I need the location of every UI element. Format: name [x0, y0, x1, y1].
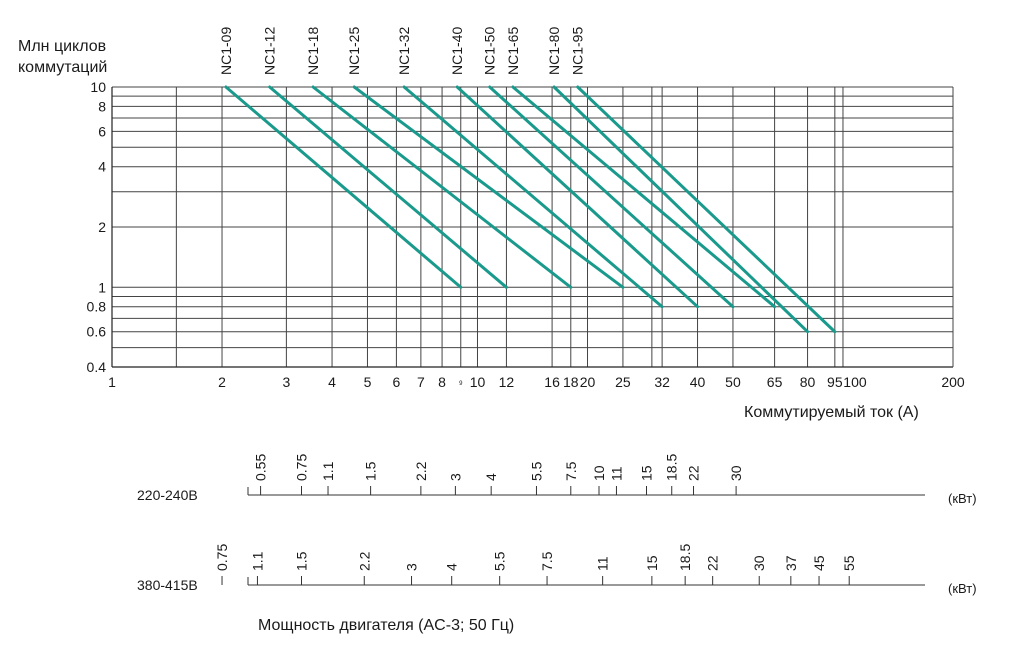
y-tick-label: 1	[98, 279, 106, 295]
y-tick-label: 4	[98, 159, 106, 175]
y-tick-label: 2	[98, 219, 106, 235]
motor-mark-label: 18.5	[664, 454, 680, 481]
y-tick-label: 10	[90, 79, 106, 95]
motor-mark-label: 15	[644, 555, 660, 571]
motor-mark-label: 7.5	[563, 461, 579, 481]
x-tick-label: 12	[499, 374, 515, 390]
x-tick-label: 65	[767, 374, 783, 390]
motor-unit-label: (кВт)	[948, 581, 977, 596]
x-tick-label: 2	[218, 374, 226, 390]
y-axis-label-line2: коммутаций	[18, 59, 107, 76]
motor-scale-caption: Мощность двигателя (AC-3; 50 Гц)	[258, 617, 514, 634]
motor-mark-label: 11	[608, 466, 624, 481]
x-tick-label: 80	[800, 374, 816, 390]
series-name-label: NC1-65	[505, 27, 521, 75]
x-tick-label: 40	[690, 374, 706, 390]
x-tick-label: 9	[459, 381, 463, 387]
x-tick-label: 8	[438, 374, 446, 390]
x-tick-label: 4	[328, 374, 336, 390]
motor-power-scales: 220-240В (кВт) 0.55 0.75 1.1 1.5 2.2 3 4 5.5 7.5 10…	[137, 454, 977, 596]
x-tick-label: 50	[725, 374, 741, 390]
motor-mark-label: 30	[751, 555, 767, 571]
series-line	[552, 85, 810, 334]
motor-mark-label: 55	[841, 555, 857, 571]
motor-mark-label: 10	[591, 465, 607, 481]
motor-mark-label: 5.5	[492, 551, 508, 571]
series-line	[402, 85, 664, 309]
motor-mark-label: 2.2	[356, 551, 372, 571]
motor-mark-label: 0.75	[214, 544, 230, 571]
series-name-label: NC1-18	[305, 27, 321, 75]
series-name-label: NC1-09	[218, 27, 234, 75]
motor-voltage-label: 220-240В	[137, 487, 198, 503]
y-tick-label: 0.4	[87, 359, 107, 375]
x-tick-label: 1	[108, 374, 116, 390]
x-tick-label: 7	[417, 374, 425, 390]
series-line	[511, 85, 777, 309]
motor-mark-label: 1.5	[363, 461, 379, 481]
series-line	[268, 85, 508, 289]
x-tick-label: 16	[544, 374, 560, 390]
motor-mark-label: 22	[686, 465, 702, 481]
series-line	[455, 85, 700, 309]
series-name-label: NC1-12	[262, 27, 278, 75]
motor-mark-label: 37	[783, 555, 799, 571]
series-name-label: NC1-80	[546, 27, 562, 75]
motor-mark-label: 3	[447, 473, 463, 481]
motor-mark-label: 7.5	[539, 551, 555, 571]
series-line	[576, 85, 837, 334]
motor-mark-label: 1.1	[320, 461, 336, 481]
motor-mark-label: 0.75	[294, 454, 310, 481]
motor-mark-label: 11	[595, 556, 611, 571]
y-tick-label: 6	[98, 123, 106, 139]
x-tick-label: 95	[827, 374, 843, 390]
series-name-label: NC1-50	[482, 27, 498, 75]
motor-mark-label: 30	[728, 465, 744, 481]
grid	[112, 86, 953, 368]
series-line	[224, 85, 463, 289]
y-tick-label: 0.8	[87, 299, 107, 315]
x-tick-label: 32	[654, 374, 670, 390]
motor-mark-label: 15	[638, 465, 654, 481]
x-tick-label: 25	[615, 374, 631, 390]
motor-mark-label: 5.5	[528, 461, 544, 481]
x-tick-label: 20	[580, 374, 596, 390]
motor-unit-label: (кВт)	[948, 491, 977, 506]
x-tick-label: 5	[364, 374, 372, 390]
x-tick-label: 200	[941, 374, 965, 390]
motor-mark-label: 1.5	[294, 551, 310, 571]
x-tick-label: 6	[393, 374, 401, 390]
series-labels: NC1-09 NC1-12 NC1-18 NC1-25 NC1-32 NC1-40 NC1-…	[218, 27, 586, 75]
motor-mark-label: 45	[811, 555, 827, 571]
motor-mark-label: 2.2	[413, 461, 429, 481]
series-name-label: NC1-40	[449, 27, 465, 75]
y-tick-label: 8	[98, 98, 106, 114]
motor-mark-label: 18.5	[677, 544, 693, 571]
series-name-label: NC1-95	[570, 27, 586, 75]
motor-mark-label: 1.1	[249, 551, 265, 571]
series-line	[311, 85, 573, 289]
x-tick-label: 3	[282, 374, 290, 390]
x-axis-label: Коммутируемый ток (А)	[744, 404, 919, 421]
motor-mark-label: 3	[404, 563, 420, 571]
series-lines	[224, 85, 837, 334]
x-tick-label: 10	[470, 374, 486, 390]
series-line	[488, 85, 735, 309]
series-name-label: NC1-32	[396, 27, 412, 75]
series-name-label: NC1-25	[346, 27, 362, 75]
y-axis-label-line1: Млн циклов	[18, 38, 106, 55]
series-line	[352, 85, 625, 289]
x-tick-label: 100	[843, 374, 867, 390]
y-tick-label: 0.6	[87, 324, 107, 340]
motor-mark-label: 0.55	[253, 454, 269, 481]
motor-mark-label: 22	[705, 555, 721, 571]
motor-mark-label: 4	[444, 563, 460, 571]
motor-mark-label: 4	[483, 473, 499, 481]
x-tick-label: 18	[563, 374, 579, 390]
motor-voltage-label: 380-415В	[137, 577, 198, 593]
